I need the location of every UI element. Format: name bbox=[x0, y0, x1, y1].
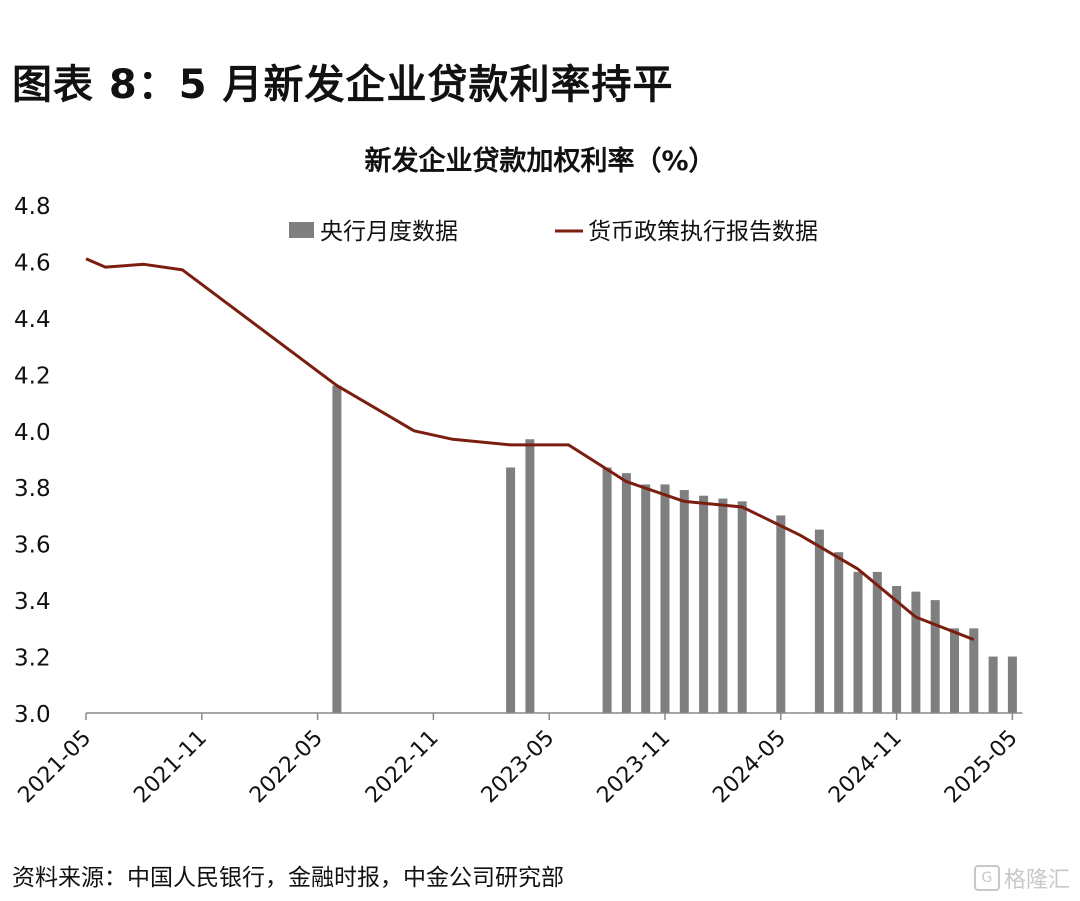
watermark-logo-icon: G bbox=[973, 865, 1000, 891]
y-tick-label: 3.2 bbox=[14, 646, 51, 672]
bar-2025-02 bbox=[950, 628, 959, 713]
bar-2024-01 bbox=[699, 495, 709, 713]
bar-2024-03 bbox=[737, 501, 747, 713]
y-tick-label: 4.4 bbox=[14, 307, 51, 333]
bar-2024-10 bbox=[872, 571, 882, 713]
x-tick-label: 2025-05 bbox=[940, 726, 1023, 809]
y-axis-ticks: 3.0 3.2 3.4 3.6 3.8 4.0 4.2 4.4 4.6 4.8 bbox=[14, 194, 51, 728]
bar-2025-05 bbox=[1007, 656, 1017, 713]
bar-2025-03 bbox=[969, 628, 979, 713]
bar-2023-03 bbox=[506, 467, 516, 713]
legend-bar-swatch bbox=[289, 222, 314, 238]
watermark-text: 格隆汇 bbox=[1003, 868, 1070, 893]
legend-bar-label: 央行月度数据 bbox=[320, 219, 458, 245]
bar-2025-04 bbox=[988, 656, 998, 713]
y-tick-label: 3.4 bbox=[14, 589, 51, 615]
chart: 新发企业贷款加权利率（%） 央行月度数据 货币政策执行报告数据 3.03.23.… bbox=[14, 145, 1023, 809]
watermark: G 格隆汇 bbox=[973, 862, 1070, 894]
legend-line-label: 货币政策执行报告数据 bbox=[588, 219, 818, 245]
x-tick-label: 2021-05 bbox=[14, 726, 97, 809]
y-tick-label: 4.8 bbox=[14, 194, 51, 220]
y-tick-label: 4.0 bbox=[14, 420, 51, 446]
x-tick-label: 2022-05 bbox=[245, 726, 328, 809]
line-series bbox=[85, 257, 975, 641]
bar-2023-09 bbox=[621, 473, 631, 713]
line-policy-report bbox=[85, 257, 975, 641]
bar-2024-09 bbox=[853, 571, 863, 713]
y-tick-label: 3.6 bbox=[14, 533, 51, 559]
bar-2024-05 bbox=[776, 515, 786, 713]
bar-2024-07 bbox=[814, 529, 824, 713]
bar-2024-02 bbox=[718, 498, 728, 713]
bar-2023-11 bbox=[660, 484, 670, 713]
y-tick-label: 4.2 bbox=[14, 363, 51, 389]
x-tick-label: 2022-11 bbox=[361, 726, 444, 809]
bar-2022-06 bbox=[332, 385, 342, 713]
bar-2024-11 bbox=[892, 586, 902, 713]
x-axis: 2021-05 2021-11 2022-05 2022-11 2023-05 2023-… bbox=[14, 712, 1023, 809]
y-tick-label: 4.6 bbox=[14, 250, 51, 276]
legend: 央行月度数据 货币政策执行报告数据 bbox=[289, 219, 818, 245]
bar-2024-08 bbox=[834, 552, 844, 713]
chart-title: 新发企业贷款加权利率（%） bbox=[364, 145, 715, 177]
bar-2024-12 bbox=[911, 591, 921, 713]
bar-2023-12 bbox=[679, 490, 689, 713]
bar-2023-04 bbox=[525, 439, 535, 713]
x-tick-label: 2024-11 bbox=[824, 726, 907, 809]
x-tick-label: 2023-11 bbox=[593, 726, 676, 809]
figure-title: 图表 8：5 月新发企业贷款利率持平 bbox=[12, 62, 674, 108]
bar-series bbox=[332, 385, 1017, 713]
bar-2025-01 bbox=[930, 600, 940, 713]
x-tick-label: 2024-05 bbox=[708, 726, 791, 809]
bar-2023-10 bbox=[641, 484, 651, 713]
y-tick-label: 3.8 bbox=[14, 476, 51, 502]
source-note: 资料来源：中国人民银行，金融时报，中金公司研究部 bbox=[12, 865, 564, 891]
bar-2023-08 bbox=[602, 467, 612, 713]
y-tick-label: 3.0 bbox=[14, 702, 51, 728]
x-tick-label: 2021-11 bbox=[129, 726, 212, 809]
x-tick-label: 2023-05 bbox=[477, 726, 560, 809]
